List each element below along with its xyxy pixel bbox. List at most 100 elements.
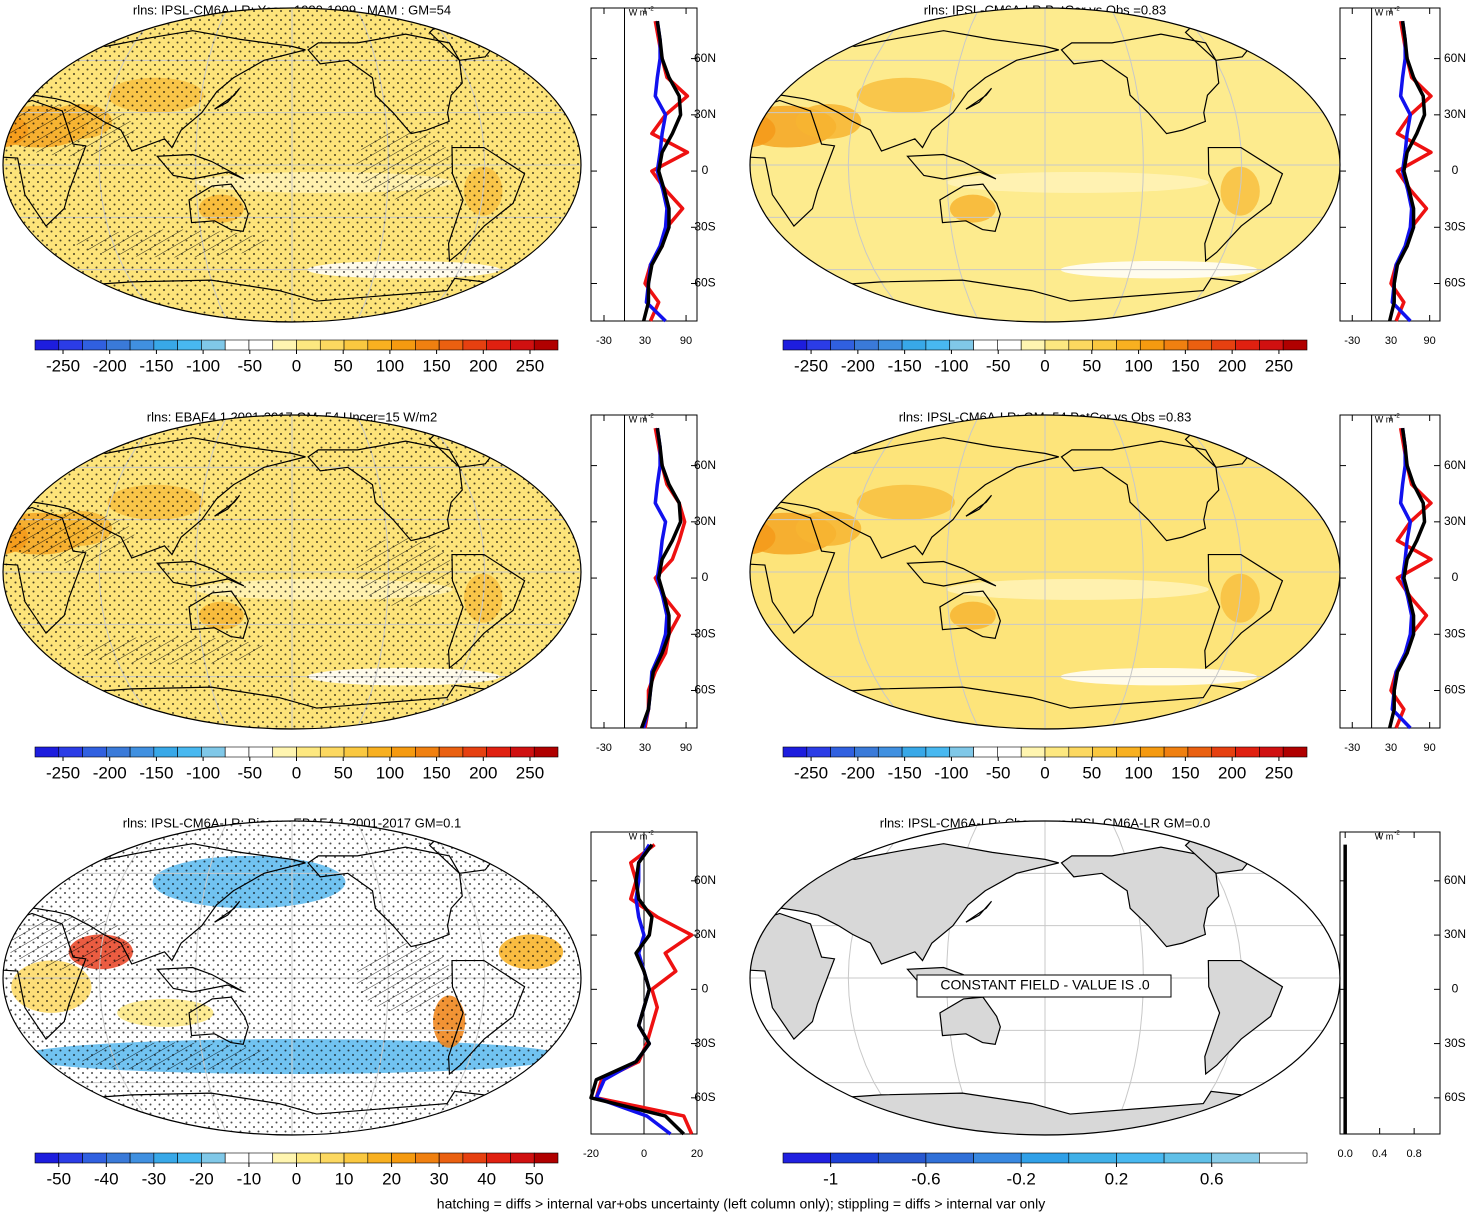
colorbar-box xyxy=(1259,746,1284,758)
x-tick-label: 0.4 xyxy=(1372,1148,1387,1160)
x-tick-label: -30 xyxy=(1344,335,1360,347)
colorbar-box xyxy=(1187,746,1213,758)
y-tick-label: 0 xyxy=(702,982,709,996)
x-tick-label: -30 xyxy=(596,742,612,754)
profile-line xyxy=(589,843,685,1136)
hatching xyxy=(6,510,135,564)
x-tick-label: -30 xyxy=(1344,742,1360,754)
colorbar-box xyxy=(224,339,250,351)
colorbar-box xyxy=(1187,339,1213,351)
y-tick-label: 0 xyxy=(1452,570,1459,584)
colorbar-box xyxy=(1044,339,1070,351)
x-tick-label: 90 xyxy=(680,742,692,754)
unit-label: W m xyxy=(629,7,648,17)
colorbar-label: -50 xyxy=(46,1169,71,1188)
colorbar-box xyxy=(830,339,855,351)
colorbar-label: -250 xyxy=(46,356,80,375)
colorbar-label: 150 xyxy=(1171,356,1199,375)
colorbar-box xyxy=(438,746,464,758)
colorbar-label: -250 xyxy=(794,356,828,375)
colorbar-box xyxy=(391,339,416,351)
coastline xyxy=(965,494,993,517)
colorbar-box xyxy=(925,1152,974,1164)
colorbar-box xyxy=(1163,339,1189,351)
colorbar-box xyxy=(296,746,321,758)
colorbar-box xyxy=(510,339,535,351)
colorbar-box xyxy=(438,339,464,351)
colorbar-box xyxy=(1068,339,1093,351)
colorbar-label: 150 xyxy=(422,356,450,375)
colorbar-box xyxy=(272,339,297,351)
colorbar-box xyxy=(782,1152,831,1164)
x-tick-label: 90 xyxy=(1424,335,1436,347)
coastline xyxy=(906,153,997,180)
hatching xyxy=(356,537,453,607)
colorbar-box xyxy=(391,1152,416,1164)
colorbar-box xyxy=(129,1152,155,1164)
colorbar-label: 150 xyxy=(422,763,450,782)
colorbar-box xyxy=(830,1152,879,1164)
colorbar-box xyxy=(486,746,511,758)
colorbar-box xyxy=(1020,1152,1070,1164)
colorbar-box xyxy=(343,746,369,758)
unit-label: W m xyxy=(629,831,648,841)
colorbar-box xyxy=(973,1152,1022,1164)
colorbar-box xyxy=(58,746,83,758)
coastline xyxy=(750,99,836,227)
y-tick-label: 60N xyxy=(1444,51,1466,65)
y-tick-label: 30S xyxy=(1444,626,1465,640)
colorbar-box xyxy=(854,339,879,351)
map xyxy=(3,821,581,1135)
colorbar-box xyxy=(486,1152,511,1164)
coastline xyxy=(1060,440,1220,542)
profile-frame xyxy=(590,7,698,322)
colorbar-box xyxy=(1163,1152,1213,1164)
colorbar-box xyxy=(34,339,60,351)
colorbar-label: -150 xyxy=(139,763,173,782)
colorbar-box xyxy=(296,339,321,351)
y-tick-label: 60N xyxy=(1444,873,1466,887)
colorbar-box xyxy=(34,746,60,758)
colorbar-box xyxy=(782,746,808,758)
x-tick-label: 0 xyxy=(641,1148,647,1160)
profile-frame xyxy=(1339,831,1441,1135)
colorbar-box xyxy=(1211,1152,1260,1164)
colorbar-box xyxy=(248,339,274,351)
colorbar-label: 200 xyxy=(469,356,497,375)
map xyxy=(3,415,581,729)
colorbar-label: -10 xyxy=(237,1169,262,1188)
colorbar-box xyxy=(106,1152,131,1164)
colorbar-box xyxy=(367,1152,392,1164)
colorbar-label: -200 xyxy=(93,763,127,782)
hatching xyxy=(356,943,453,1013)
colorbar-label: 250 xyxy=(1265,356,1293,375)
colorbar-label: 100 xyxy=(1124,356,1152,375)
y-tick-label: 30N xyxy=(1444,927,1466,941)
colorbar-box xyxy=(106,339,131,351)
colorbar-label: -200 xyxy=(93,356,127,375)
colorbar-box xyxy=(415,339,440,351)
field-blob xyxy=(949,601,996,630)
y-tick-label: 30N xyxy=(694,514,716,528)
map-border xyxy=(2,820,582,1136)
colorbar-box xyxy=(415,746,440,758)
colorbar-box xyxy=(1020,746,1046,758)
colorbar-label: 0 xyxy=(1040,763,1049,782)
colorbar-box xyxy=(1092,339,1117,351)
coastline xyxy=(939,996,1001,1045)
map xyxy=(750,8,1340,322)
colorbar-box xyxy=(319,339,345,351)
coastline xyxy=(1060,846,1220,948)
colorbar-box xyxy=(58,339,83,351)
colorbar-label: 100 xyxy=(1124,763,1152,782)
colorbar-label: -150 xyxy=(139,356,173,375)
colorbar-label: 0 xyxy=(292,356,301,375)
colorbar-label: 150 xyxy=(1171,763,1199,782)
colorbar-box xyxy=(106,746,131,758)
colorbar-box xyxy=(462,1152,487,1164)
colorbar-box xyxy=(533,339,559,351)
colorbar-box xyxy=(34,1152,60,1164)
note: CONSTANT FIELD - VALUE IS .0 xyxy=(940,977,1149,993)
colorbar-label: 50 xyxy=(525,1169,544,1188)
colorbar-box xyxy=(925,746,951,758)
